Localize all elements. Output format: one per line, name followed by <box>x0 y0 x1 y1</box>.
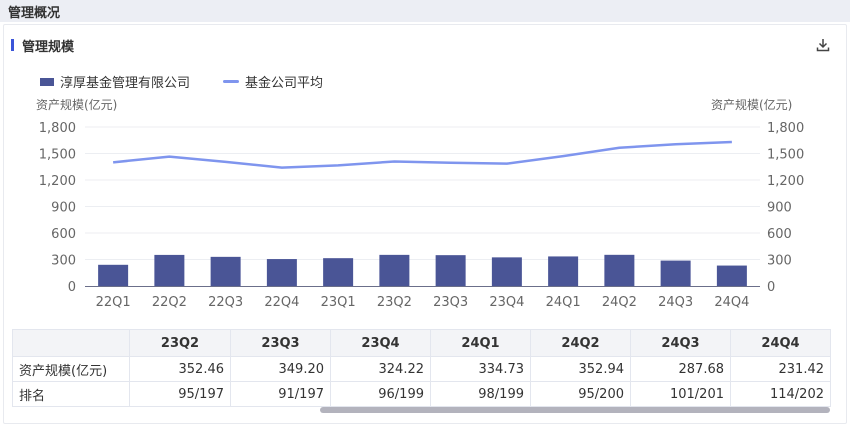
table-column-header: 24Q2 <box>530 329 631 357</box>
table-row: 排名 95/197 91/197 96/199 98/199 95/200 101/201 1… <box>12 381 831 407</box>
table-cell: 95/197 <box>129 381 231 407</box>
legend-line-swatch <box>223 80 239 83</box>
y-tick-label-right: 300 <box>767 254 792 269</box>
section-accent-bar <box>11 39 14 51</box>
bar <box>491 257 522 286</box>
table-cell: 324.22 <box>330 356 431 382</box>
table-cell: 91/197 <box>230 381 331 407</box>
y-tick-label-right: 600 <box>767 227 792 242</box>
table-column-header: 23Q3 <box>230 329 331 357</box>
y-tick-label-left: 1,800 <box>39 121 76 136</box>
top-header-bar: 管理概况 <box>0 0 850 22</box>
table-cell: 287.68 <box>630 356 731 382</box>
y-tick-label-left: 1,500 <box>39 148 76 163</box>
legend-label-average: 基金公司平均 <box>245 76 324 91</box>
table-column-header: 24Q3 <box>630 329 731 357</box>
bar <box>379 254 410 286</box>
x-tick-label: 24Q1 <box>546 295 581 310</box>
legend-bar-swatch <box>40 77 54 86</box>
bar <box>435 255 466 286</box>
table-column-header: 24Q4 <box>730 329 831 357</box>
table-column-header: 24Q1 <box>430 329 531 357</box>
table-row: 资产规模(亿元) 352.46 349.20 324.22 334.73 352.94 28… <box>12 356 831 382</box>
table-cell: 101/201 <box>630 381 731 407</box>
legend-item-average[interactable]: 基金公司平均 <box>223 72 323 91</box>
y-tick-label-left: 0 <box>68 280 76 295</box>
y-tick-label-left: 1,200 <box>39 174 76 189</box>
table-scrollbar-thumb[interactable] <box>320 407 830 413</box>
x-tick-label: 22Q2 <box>152 295 187 310</box>
x-tick-label: 23Q4 <box>489 295 524 310</box>
x-tick-label: 22Q1 <box>96 295 131 310</box>
table-row-label: 资产规模(亿元) <box>12 356 130 382</box>
table-header-row: 23Q2 23Q3 23Q4 24Q1 24Q2 24Q3 24Q4 <box>12 329 831 357</box>
bar <box>660 260 691 286</box>
table-scrollbar-track[interactable] <box>12 406 830 414</box>
table-cell: 231.42 <box>730 356 831 382</box>
y-tick-label-right: 1,800 <box>767 121 804 136</box>
table-column-header: 23Q4 <box>330 329 431 357</box>
x-tick-label: 24Q4 <box>714 295 749 310</box>
x-tick-label: 24Q2 <box>602 295 637 310</box>
bar <box>266 259 297 286</box>
download-icon[interactable] <box>815 37 831 53</box>
series-line-average <box>112 140 732 169</box>
y-tick-label-left: 300 <box>51 254 76 269</box>
x-tick-label: 23Q2 <box>377 295 412 310</box>
data-table-container: 23Q2 23Q3 23Q4 24Q1 24Q2 24Q3 24Q4 资产规模(亿元) 352… <box>12 329 831 407</box>
legend-item-company[interactable]: 淳厚基金管理有限公司 <box>40 72 190 91</box>
y-tick-label-left: 600 <box>51 227 76 242</box>
bar <box>604 254 635 286</box>
x-tick-label: 23Q3 <box>433 295 468 310</box>
table-column-header: 23Q2 <box>129 329 231 357</box>
bar <box>154 254 185 286</box>
y-tick-label-right: 1,500 <box>767 148 804 163</box>
x-tick-label: 22Q3 <box>208 295 243 310</box>
y-tick-label-left: 900 <box>51 201 76 216</box>
bar <box>98 264 129 286</box>
table-corner-cell <box>12 329 130 357</box>
y-tick-label-right: 0 <box>767 280 775 295</box>
bar <box>210 256 241 286</box>
y-axis-left-title: 资产规模(亿元) <box>36 98 118 112</box>
x-tick-label: 22Q4 <box>264 295 299 310</box>
table-cell: 349.20 <box>230 356 331 382</box>
data-table: 23Q2 23Q3 23Q4 24Q1 24Q2 24Q3 24Q4 资产规模(亿元) 352… <box>12 329 831 407</box>
x-tick-label: 24Q3 <box>658 295 693 310</box>
y-tick-label-right: 1,200 <box>767 174 804 189</box>
chart-area: 0 0 300 300 600 600 900 900 1,200 1,200 1,500 1,500… <box>39 121 804 310</box>
table-cell: 98/199 <box>430 381 531 407</box>
table-cell: 95/200 <box>530 381 631 407</box>
y-axis-right-title: 资产规模(亿元) <box>711 98 793 112</box>
page-title: 管理概况 <box>8 6 61 21</box>
x-tick-label: 23Q1 <box>321 295 356 310</box>
bar <box>716 265 747 286</box>
table-row-label: 排名 <box>12 381 130 407</box>
bar <box>548 256 579 286</box>
y-tick-label-right: 900 <box>767 201 792 216</box>
bar <box>323 258 354 286</box>
table-cell: 334.73 <box>430 356 531 382</box>
table-cell: 114/202 <box>730 381 831 407</box>
table-cell: 352.94 <box>530 356 631 382</box>
section-title: 管理规模 <box>22 40 75 55</box>
table-cell: 96/199 <box>330 381 431 407</box>
table-cell: 352.46 <box>129 356 231 382</box>
legend-label-company: 淳厚基金管理有限公司 <box>60 76 191 91</box>
